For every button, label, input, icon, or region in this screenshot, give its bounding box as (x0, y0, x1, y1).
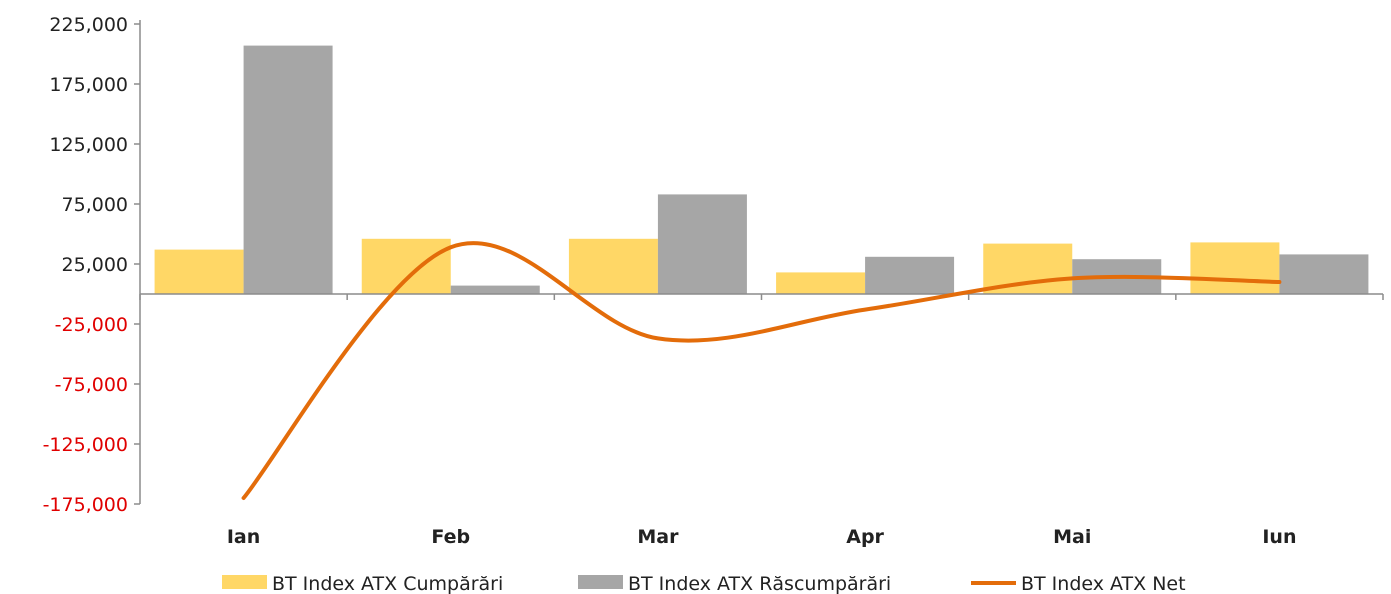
bars (154, 45, 1369, 294)
legend-item-rascumparari: BT Index ATX Răscumpărări (578, 573, 891, 594)
y-tick-label: 175,000 (49, 74, 128, 96)
y-tick-label: -125,000 (43, 434, 128, 456)
legend-item-net: BT Index ATX Net (971, 573, 1186, 594)
y-tick-label: 25,000 (62, 254, 128, 276)
x-tick-label: Mai (1053, 526, 1091, 548)
bar-rascumparari-iun (1279, 254, 1369, 294)
x-tick-label: Iun (1262, 526, 1296, 548)
bar-rascumparari-apr (865, 256, 955, 294)
net-line (241, 241, 1282, 500)
x-tick-label: Ian (227, 526, 260, 548)
bar-cumparari-apr (776, 272, 866, 294)
legend-swatch (578, 575, 623, 589)
bar-cumparari-iun (1190, 242, 1280, 294)
y-tick-label: 125,000 (49, 134, 128, 156)
y-tick-label: -175,000 (43, 494, 128, 516)
x-axis: Ian Feb Mar Apr Mai Iun (139, 293, 1384, 548)
bar-rascumparari-mar (657, 194, 747, 294)
bar-cumparari-ian (154, 249, 244, 294)
x-tick-label: Apr (846, 526, 884, 548)
x-tick-label: Mar (637, 526, 679, 548)
bar-cumparari-mar (568, 238, 658, 294)
y-axis: 225,000 175,000 125,000 75,000 25,000 -25,000… (43, 14, 141, 516)
y-tick-label: -75,000 (55, 374, 128, 396)
legend-swatch (222, 575, 267, 589)
legend-item-cumparari: BT Index ATX Cumpărări (222, 573, 503, 594)
legend-label: BT Index ATX Răscumpărări (628, 573, 891, 594)
y-tick-label: -25,000 (55, 314, 128, 336)
y-tick-label: 75,000 (62, 194, 128, 216)
legend: BT Index ATX Cumpărări BT Index ATX Răscu… (222, 573, 1186, 594)
legend-label: BT Index ATX Net (1021, 573, 1186, 594)
legend-label: BT Index ATX Cumpărări (272, 573, 503, 594)
bar-cumparari-feb (361, 238, 451, 294)
y-tick-label: 225,000 (49, 14, 128, 36)
bar-rascumparari-ian (243, 45, 333, 294)
x-tick-label: Feb (431, 526, 470, 548)
net-line-group (241, 241, 1282, 500)
bar-rascumparari-feb (450, 285, 540, 294)
